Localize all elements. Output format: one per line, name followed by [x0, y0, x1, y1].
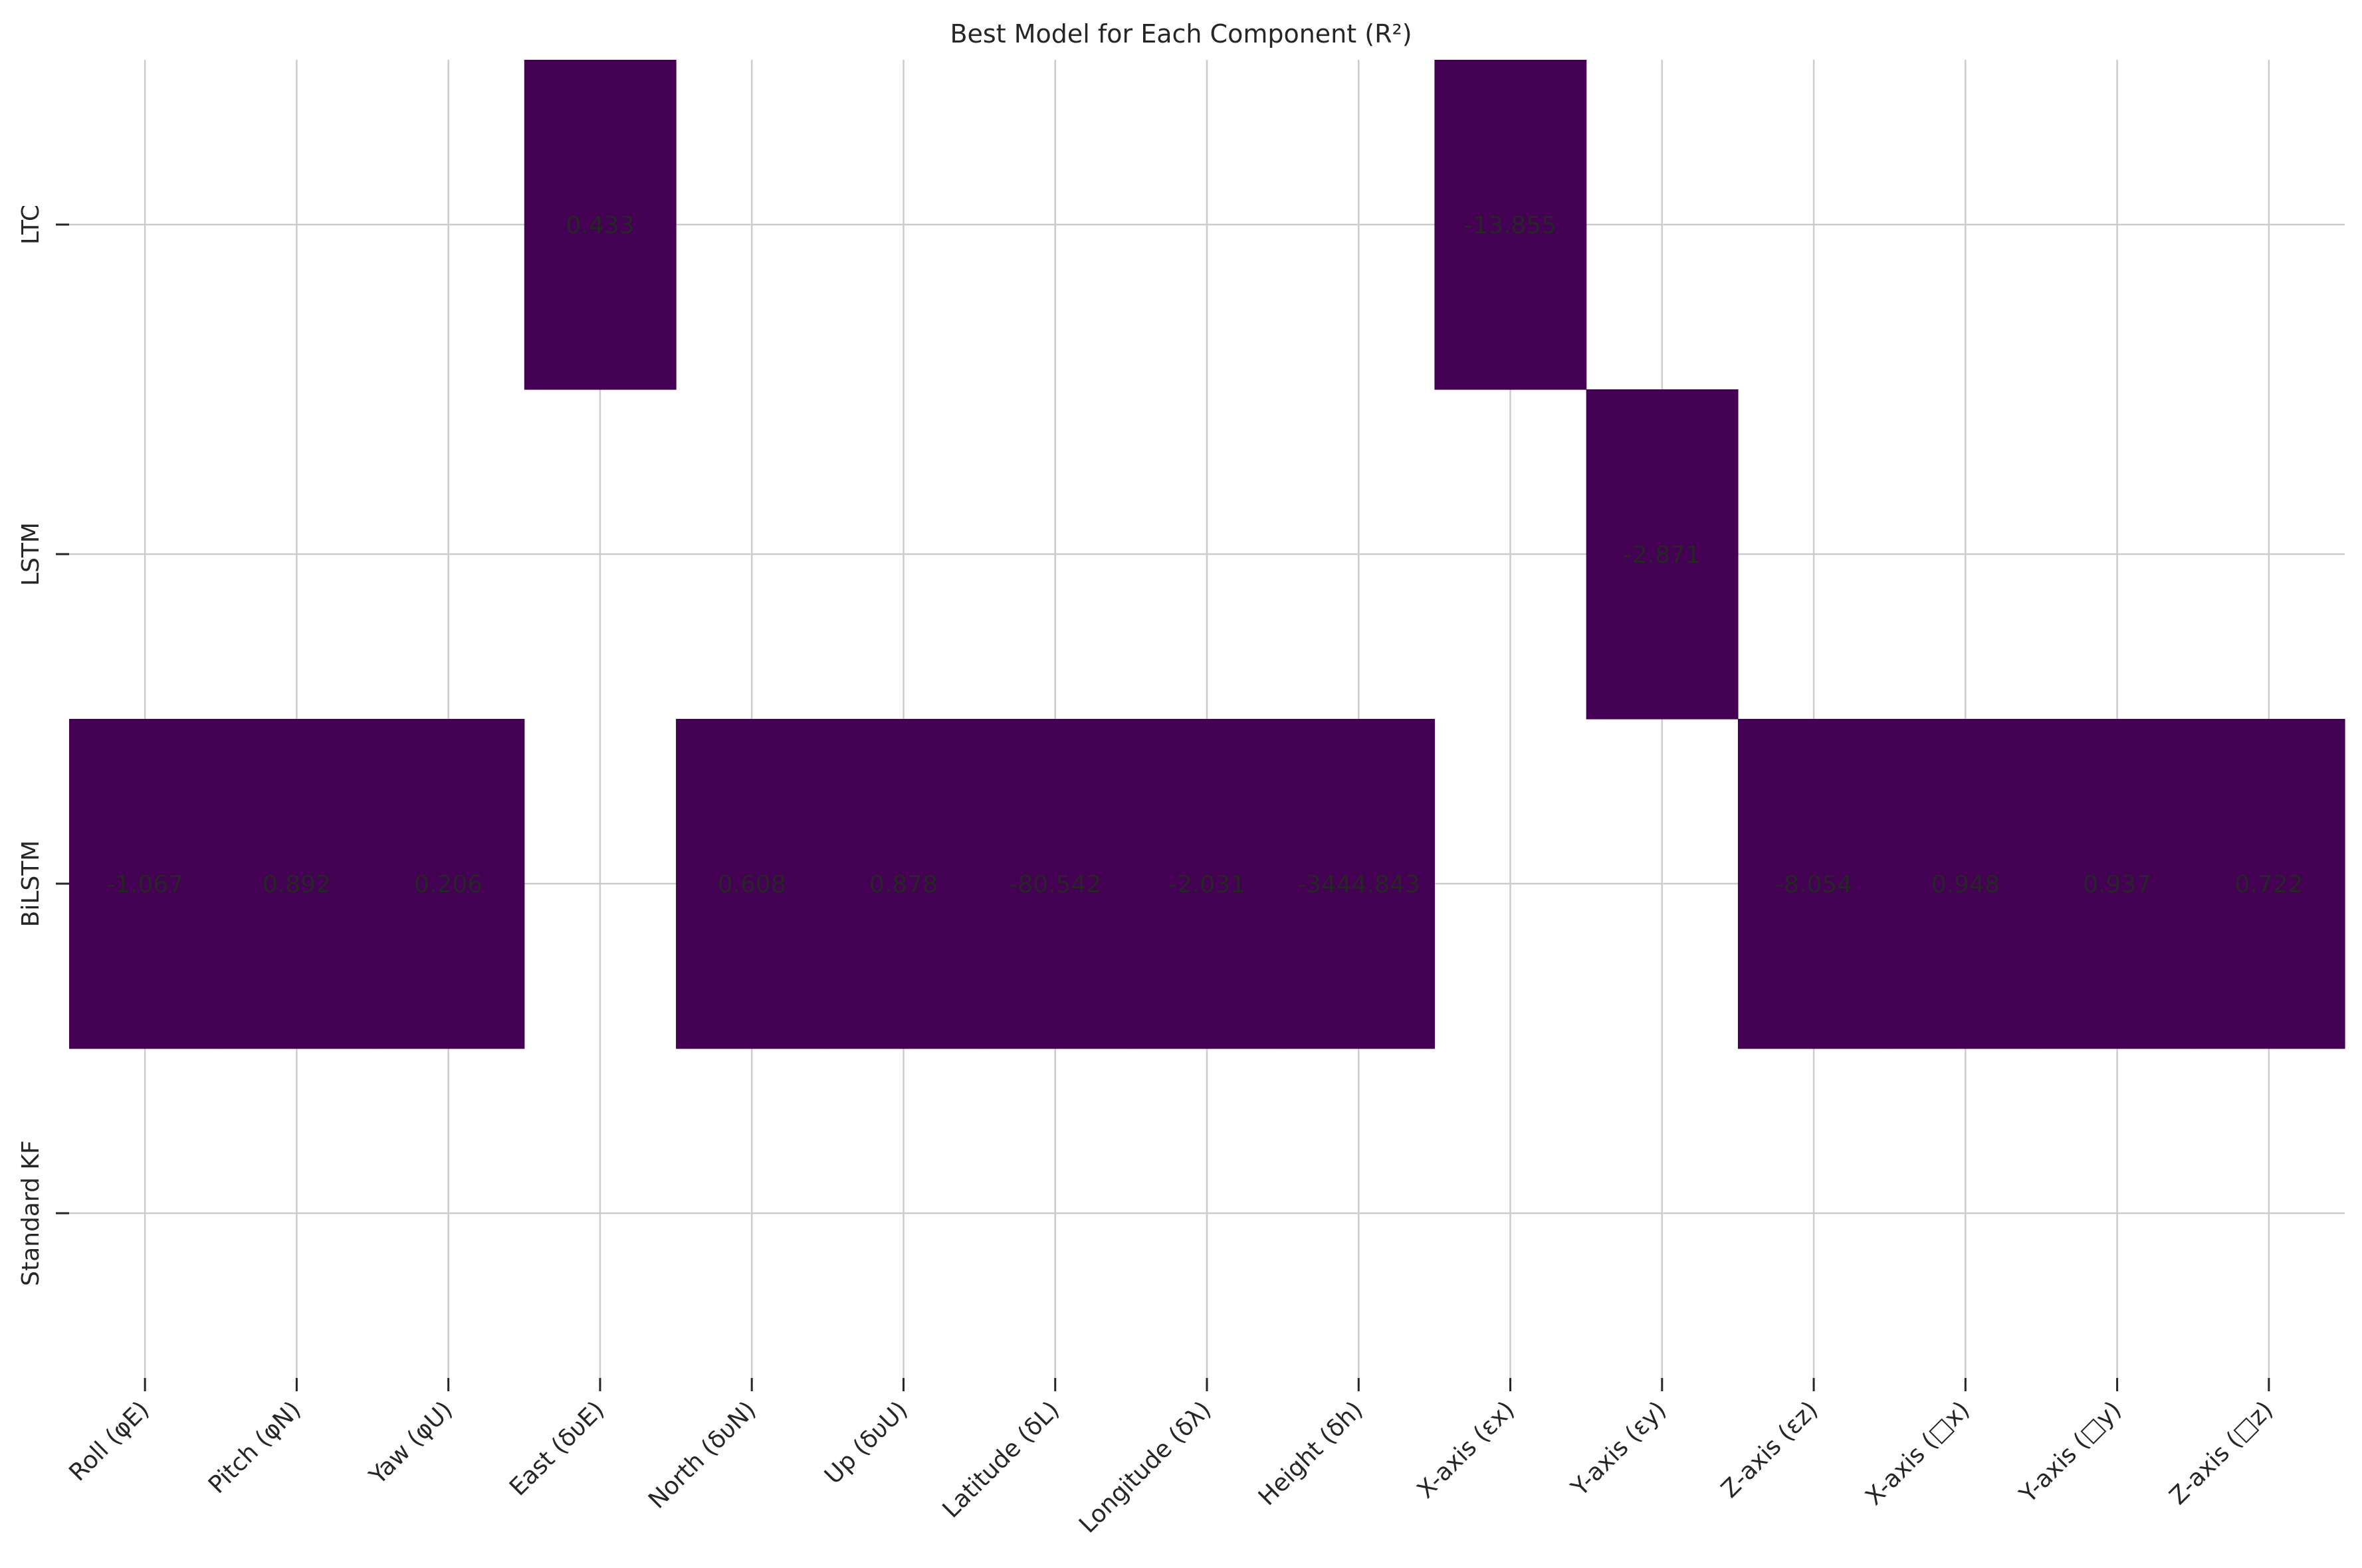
heatmap-cell — [827, 719, 980, 1049]
heatmap-cell — [2041, 719, 2194, 1049]
x-tick-label: East (δυE) — [504, 1396, 609, 1501]
heatmap-cell — [1889, 719, 2042, 1049]
heatmap-cell — [979, 719, 1132, 1049]
heatmap-cell — [676, 719, 828, 1049]
heatmap-cells — [69, 60, 2345, 1049]
x-tick-label: Longitude (δλ) — [1074, 1396, 1216, 1538]
heatmap-cell — [1434, 60, 1587, 390]
x-tick-label: Height (δh) — [1253, 1396, 1368, 1511]
heatmap-cell — [1283, 719, 1435, 1049]
cell-value-label: 0.608 — [718, 871, 786, 898]
cell-value-label: 0.206 — [414, 871, 483, 898]
chart-title: Best Model for Each Component (R²) — [950, 19, 1412, 49]
x-tick-label: Z-axis (εz) — [1716, 1396, 1823, 1503]
x-tick-label: North (δυN) — [643, 1396, 761, 1514]
heatmap-cell — [1737, 719, 1890, 1049]
heatmap-cell — [221, 719, 374, 1049]
x-axis: Roll (φE) Pitch (φN) Yaw (φU) East (δυE) Nor… — [64, 1378, 2278, 1539]
cell-value-label: -1.067 — [106, 871, 183, 898]
x-tick-label: Z-axis (□z) — [2165, 1396, 2279, 1510]
heatmap-cell — [69, 719, 221, 1049]
cell-value-label: -3444.843 — [1297, 871, 1420, 898]
x-tick-label: X-axis (εx) — [1412, 1396, 1520, 1504]
cell-value-label: 0.937 — [2083, 871, 2151, 898]
cell-value-label: 0.878 — [869, 871, 938, 898]
cell-value-label: -8.054 — [1775, 871, 1852, 898]
x-tick-label: Up (δυU) — [819, 1396, 913, 1490]
heatmap-cell — [524, 60, 677, 390]
y-tick-label: Standard KF — [17, 1140, 45, 1286]
x-tick-label: Latitude (δL) — [938, 1396, 1065, 1523]
x-tick-label: X-axis (□x) — [1860, 1396, 1975, 1510]
cell-value-labels: -1.067 0.892 0.206 0.433 0.608 0.878 -80.542 -2… — [106, 212, 2303, 898]
heatmap-cell — [2193, 719, 2345, 1049]
cell-value-label: 0.722 — [2234, 871, 2303, 898]
cell-value-label: -2.031 — [1168, 871, 1245, 898]
cell-value-label: 0.948 — [1931, 871, 2000, 898]
x-tick-label: Roll (φE) — [64, 1396, 154, 1486]
cell-value-label: -13.855 — [1464, 212, 1557, 239]
heatmap-cell — [1130, 719, 1283, 1049]
x-tick-label: Yaw (φU) — [364, 1396, 458, 1490]
x-tick-label: Y-axis (εy) — [1566, 1396, 1671, 1502]
y-tick-label: LSTM — [17, 522, 45, 586]
y-tick-label: LTC — [17, 205, 45, 245]
x-tick-label: Pitch (φN) — [203, 1396, 306, 1499]
y-axis: LTC LSTM BiLSTM Standard KF — [17, 205, 69, 1286]
heatmap-cell — [1586, 389, 1739, 720]
y-tick-label: BiLSTM — [17, 840, 45, 928]
cell-value-label: 0.892 — [263, 871, 331, 898]
heatmap-cell — [372, 719, 525, 1049]
x-tick-label: Y-axis (□y) — [2014, 1396, 2126, 1508]
cell-value-label: 0.433 — [566, 212, 634, 239]
cell-value-label: -80.542 — [1009, 871, 1101, 898]
cell-value-label: -2.871 — [1624, 541, 1701, 569]
